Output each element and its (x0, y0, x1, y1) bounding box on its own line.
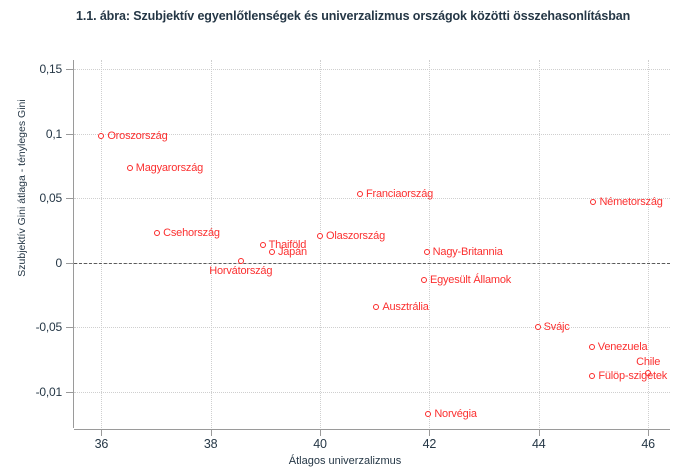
gridline-vertical (101, 60, 103, 428)
x-axis-tick-label: 36 (94, 437, 109, 451)
data-point[interactable] (589, 373, 596, 380)
data-point[interactable] (126, 164, 133, 171)
x-axis-line (74, 429, 670, 430)
data-point-label: Franciaország (365, 187, 434, 200)
data-point-label: Olaszország (326, 230, 385, 243)
data-point[interactable] (425, 411, 432, 418)
y-axis-tick (66, 69, 74, 71)
y-axis-tick (66, 262, 74, 264)
data-point-label: Thaiföld (268, 239, 307, 252)
data-point-label: Egyesült Államok (429, 274, 512, 287)
data-point-label: Horvátország (209, 265, 273, 278)
gridline-horizontal (74, 391, 670, 393)
gridline-vertical (429, 60, 431, 428)
y-axis-tick-label: -0,01 (35, 384, 63, 399)
y-axis-tick-label: 0 (55, 255, 63, 270)
data-point[interactable] (259, 242, 266, 249)
x-axis-title: Átlagos univerzalizmus (288, 455, 402, 467)
y-axis-title: Szubjektív Gini átlaga - tényleges Gini (16, 99, 28, 277)
data-point[interactable] (373, 303, 380, 310)
data-point-label: Norvégia (434, 408, 477, 421)
y-axis-tick (66, 327, 74, 329)
data-point-label: Chile (636, 356, 661, 369)
y-axis-tick (66, 198, 74, 200)
gridline-horizontal (74, 133, 670, 135)
x-axis-tick (429, 429, 431, 436)
chart-title: 1.1. ábra: Szubjektív egyenlőtlenségek é… (76, 9, 631, 23)
data-point[interactable] (356, 190, 363, 197)
data-point[interactable] (237, 258, 244, 265)
x-axis-tick-label: 38 (203, 437, 218, 451)
x-axis-tick (210, 429, 212, 436)
x-axis-tick-label: 46 (641, 437, 655, 451)
data-point[interactable] (590, 199, 597, 206)
data-point[interactable] (534, 324, 541, 331)
x-axis-tick-label: 42 (422, 437, 437, 451)
gridline-horizontal (74, 69, 670, 71)
y-axis-tick-label: 0,05 (39, 191, 62, 206)
gridline-horizontal (74, 327, 670, 329)
gridline-vertical (320, 60, 322, 428)
x-axis-tick (538, 429, 540, 436)
data-point[interactable] (645, 370, 652, 377)
data-point-label: Venezuela (597, 341, 648, 354)
gridline-vertical (210, 60, 212, 428)
data-point-label: Japán (277, 246, 307, 259)
data-point-label: Németország (599, 196, 663, 209)
x-axis-tick (320, 429, 322, 436)
x-axis-tick-label: 40 (313, 437, 327, 451)
data-point[interactable] (154, 230, 161, 237)
y-axis-tick (66, 133, 74, 135)
x-axis-tick (101, 429, 103, 436)
data-point[interactable] (317, 233, 324, 240)
data-point[interactable] (588, 344, 595, 351)
y-axis-tick (66, 391, 74, 393)
y-axis-tick-label: 0,15 (39, 62, 62, 77)
y-axis-line (73, 60, 74, 428)
data-point-label: Fülöp-szigetek (598, 370, 668, 383)
data-point[interactable] (98, 132, 105, 139)
gridline-vertical (648, 60, 650, 428)
zero-reference-line (74, 262, 670, 264)
gridline-vertical (538, 60, 540, 428)
gridline-horizontal (74, 198, 670, 200)
y-axis-tick-label: -0,05 (35, 320, 63, 335)
plot-area: Oroszország Magyarország Csehország Horváto… (74, 60, 670, 428)
x-axis-tick-label: 44 (532, 437, 546, 451)
data-point-label: Oroszország (107, 129, 168, 142)
y-axis-tick-label: 0,1 (45, 126, 62, 141)
data-point-label: Csehország (163, 227, 220, 240)
data-point-label: Svájc (543, 321, 570, 334)
data-point[interactable] (420, 277, 427, 284)
data-point[interactable] (268, 249, 275, 256)
data-point-label: Ausztrália (382, 300, 429, 313)
data-point[interactable] (423, 249, 430, 256)
data-point-label: Nagy-Britannia (432, 246, 503, 259)
data-point-label: Magyarország (135, 161, 204, 174)
x-axis-tick (648, 429, 650, 436)
